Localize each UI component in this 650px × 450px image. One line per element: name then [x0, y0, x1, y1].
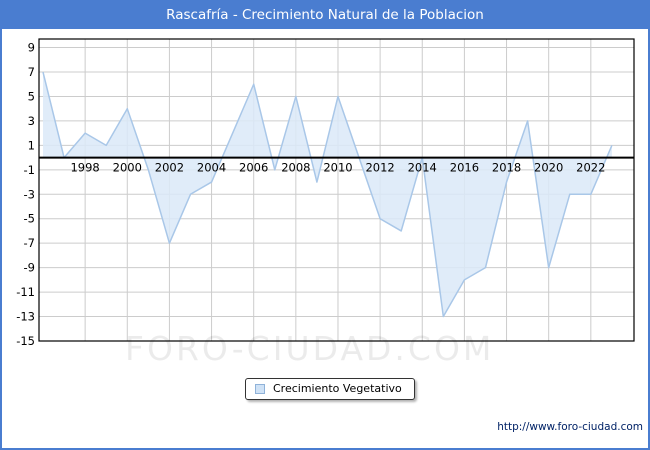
- title-bar: Rascafría - Crecimiento Natural de la Po…: [2, 2, 648, 29]
- x-tick-label: 2018: [492, 161, 521, 175]
- foro-ciudad-link[interactable]: http://www.foro-ciudad.com: [497, 421, 643, 433]
- plot-border: [38, 38, 635, 342]
- x-tick-label: 2022: [576, 161, 605, 175]
- legend-swatch-icon: [255, 383, 265, 394]
- y-tick-label: -1: [24, 163, 35, 177]
- x-tick-label: 2010: [323, 161, 352, 175]
- x-tick-label: 2016: [450, 161, 479, 175]
- y-tick-label: -13: [16, 310, 35, 324]
- y-tick-label: -5: [24, 212, 35, 226]
- y-tick-label: 3: [28, 114, 35, 128]
- x-tick-label: 2020: [534, 161, 563, 175]
- area-fill: [43, 72, 612, 317]
- y-tick-label: -15: [16, 334, 35, 348]
- plot-background: [39, 39, 634, 341]
- y-tick-label: 1: [28, 138, 35, 152]
- x-tick-label: 2004: [197, 161, 226, 175]
- y-tick-label: 7: [28, 65, 35, 79]
- series-line: [42, 71, 613, 318]
- x-tick-label: 1998: [70, 161, 99, 175]
- x-tick-label: 2006: [239, 161, 268, 175]
- legend-item-crecimiento-vegetativo[interactable]: Crecimiento Vegetativo: [245, 378, 415, 400]
- x-tick-label: 2012: [365, 161, 394, 175]
- y-tick-label: 5: [28, 89, 35, 103]
- y-tick-label: -7: [24, 236, 35, 250]
- x-tick-label: 2002: [155, 161, 184, 175]
- y-tick-label: -11: [16, 285, 35, 299]
- y-tick-label: -9: [24, 261, 35, 275]
- x-tick-label: 2014: [408, 161, 437, 175]
- x-tick-label: 2008: [281, 161, 310, 175]
- x-tick-label: 2000: [113, 161, 142, 175]
- y-tick-label: -3: [24, 187, 35, 201]
- legend-label: Crecimiento Vegetativo: [273, 382, 402, 395]
- y-tick-label: 9: [28, 41, 35, 55]
- page-title: Rascafría - Crecimiento Natural de la Po…: [166, 7, 484, 23]
